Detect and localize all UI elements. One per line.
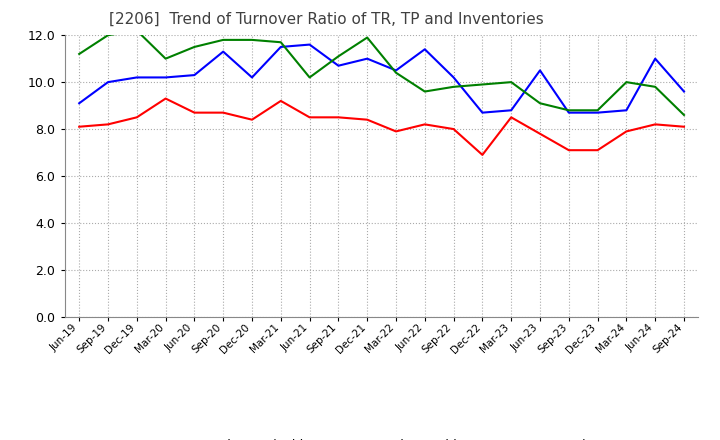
Inventories [392,70,400,75]
Trade Payables [219,49,228,54]
Inventories [507,80,516,85]
Trade Receivables [651,122,660,127]
Inventories [305,75,314,80]
Trade Payables [248,75,256,80]
Trade Receivables [478,152,487,158]
Trade Receivables [104,122,112,127]
Trade Receivables [564,147,573,153]
Trade Payables [363,56,372,61]
Trade Payables [536,68,544,73]
Trade Receivables [363,117,372,122]
Inventories [219,37,228,43]
Inventories [248,37,256,43]
Line: Trade Receivables: Trade Receivables [79,99,684,155]
Line: Inventories: Inventories [79,30,684,115]
Trade Receivables [420,122,429,127]
Trade Receivables [593,147,602,153]
Trade Receivables [334,115,343,120]
Trade Receivables [507,115,516,120]
Trade Payables [190,73,199,78]
Trade Payables [651,56,660,61]
Trade Payables [420,47,429,52]
Trade Payables [622,108,631,113]
Trade Receivables [392,129,400,134]
Inventories [564,108,573,113]
Trade Payables [392,68,400,73]
Trade Payables [593,110,602,115]
Inventories [276,40,285,45]
Inventories [104,33,112,38]
Inventories [680,112,688,117]
Trade Receivables [449,126,458,132]
Trade Receivables [276,98,285,103]
Trade Payables [305,42,314,47]
Inventories [536,101,544,106]
Text: [2206]  Trend of Turnover Ratio of TR, TP and Inventories: [2206] Trend of Turnover Ratio of TR, TP… [109,12,544,27]
Inventories [478,82,487,87]
Line: Trade Payables: Trade Payables [79,44,684,113]
Inventories [363,35,372,40]
Trade Payables [507,108,516,113]
Trade Payables [75,101,84,106]
Inventories [334,54,343,59]
Trade Receivables [190,110,199,115]
Inventories [420,89,429,94]
Trade Payables [449,75,458,80]
Trade Payables [680,89,688,94]
Trade Receivables [132,115,141,120]
Inventories [161,56,170,61]
Trade Receivables [305,115,314,120]
Trade Receivables [248,117,256,122]
Trade Payables [276,44,285,50]
Trade Receivables [622,129,631,134]
Trade Receivables [680,124,688,129]
Inventories [75,51,84,57]
Trade Payables [564,110,573,115]
Trade Receivables [536,131,544,136]
Trade Payables [104,80,112,85]
Trade Receivables [75,124,84,129]
Inventories [190,44,199,50]
Inventories [449,84,458,89]
Inventories [132,28,141,33]
Trade Receivables [161,96,170,101]
Trade Payables [478,110,487,115]
Trade Payables [161,75,170,80]
Inventories [622,80,631,85]
Legend: Trade Receivables, Trade Payables, Inventories: Trade Receivables, Trade Payables, Inven… [157,434,606,440]
Trade Payables [132,75,141,80]
Inventories [651,84,660,89]
Trade Receivables [219,110,228,115]
Trade Payables [334,63,343,68]
Inventories [593,108,602,113]
